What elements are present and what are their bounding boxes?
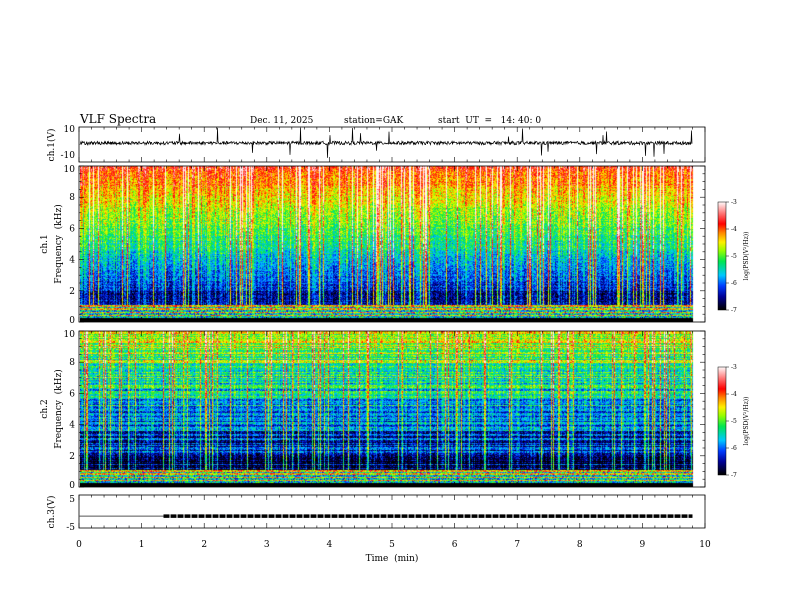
ch1-colorbar-label: log(PSD(V²/Hz)) bbox=[743, 232, 750, 281]
x-tick-label: 6 bbox=[452, 540, 458, 550]
colorbar-tick-label: -5 bbox=[731, 253, 737, 260]
y-tick-label: 8 bbox=[69, 358, 75, 368]
y-tick-label: -5 bbox=[66, 523, 75, 533]
y-tick-label: 4 bbox=[69, 256, 75, 266]
x-tick-label: 7 bbox=[514, 540, 520, 550]
y-tick-label: 5 bbox=[69, 495, 75, 505]
y-tick-label: -10 bbox=[61, 151, 76, 161]
colorbar-tick-label: -5 bbox=[731, 418, 737, 425]
ch1-spec-ylabel-2: Frequency (kHz) bbox=[53, 204, 64, 283]
y-tick-label: 6 bbox=[69, 389, 75, 399]
colorbar-tick-label: -7 bbox=[731, 307, 737, 314]
y-tick-label: 6 bbox=[69, 224, 75, 234]
x-tick-label: 2 bbox=[201, 540, 207, 550]
x-tick-label: 10 bbox=[699, 540, 711, 550]
x-tick-label: 5 bbox=[389, 540, 395, 550]
ch1-spectrogram-heatmap bbox=[80, 166, 694, 322]
y-tick-label: 4 bbox=[69, 421, 75, 431]
ch3-ylabel: ch.3(V) bbox=[46, 496, 57, 529]
y-tick-label: 10 bbox=[64, 125, 76, 135]
ch2-colorbar bbox=[718, 367, 726, 475]
ch2-colorbar-label: log(PSD(V²/Hz)) bbox=[743, 397, 750, 446]
ch2-spec-ylabel-1: ch.2 bbox=[40, 399, 50, 418]
colorbar-tick-label: -6 bbox=[731, 280, 737, 287]
x-axis-label: Time (min) bbox=[366, 553, 419, 564]
date-label: Dec. 11, 2025 bbox=[250, 116, 314, 126]
x-tick-label: 1 bbox=[139, 540, 145, 550]
colorbar-frame bbox=[717, 201, 727, 311]
y-tick-label: 0 bbox=[69, 316, 75, 326]
figure-title: VLF Spectra bbox=[79, 112, 156, 126]
colorbar-tick-label: -4 bbox=[731, 226, 737, 233]
colorbar-tick-label: -6 bbox=[731, 445, 737, 452]
colorbar-tick-label: -3 bbox=[731, 364, 737, 371]
ch1-colorbar bbox=[718, 202, 726, 310]
x-tick-label: 4 bbox=[327, 540, 333, 550]
ch1-waveform-line bbox=[79, 127, 693, 158]
colorbar-tick-label: -4 bbox=[731, 391, 737, 398]
ch2-spec-ylabel-2: Frequency (kHz) bbox=[53, 369, 64, 448]
ch1-spec-panel-frame bbox=[78, 165, 706, 323]
y-tick-label: 10 bbox=[64, 165, 76, 175]
x-tick-label: 8 bbox=[577, 540, 583, 550]
y-tick-label: 0 bbox=[69, 481, 75, 491]
colorbar-frame bbox=[717, 366, 727, 476]
ch2-spec-panel-frame bbox=[78, 330, 706, 488]
colorbar-tick-label: -7 bbox=[731, 472, 737, 479]
x-tick-label: 3 bbox=[264, 540, 270, 550]
x-tick-label: 9 bbox=[640, 540, 646, 550]
ch2-spectrogram-heatmap bbox=[80, 331, 694, 487]
ch1-spec-ylabel-1: ch.1 bbox=[40, 234, 50, 253]
y-tick-label: 10 bbox=[64, 330, 76, 340]
colorbar-tick-label: -3 bbox=[731, 199, 737, 206]
ch1-ylabel: ch.1(V) bbox=[46, 129, 57, 162]
start-ut-label: start UT = 14: 40: 0 bbox=[438, 116, 541, 126]
x-tick-label: 0 bbox=[76, 540, 82, 550]
y-tick-label: 2 bbox=[69, 452, 75, 462]
station-label: station=GAK bbox=[344, 116, 404, 126]
y-tick-label: 2 bbox=[69, 287, 75, 297]
y-tick-label: 8 bbox=[69, 193, 75, 203]
